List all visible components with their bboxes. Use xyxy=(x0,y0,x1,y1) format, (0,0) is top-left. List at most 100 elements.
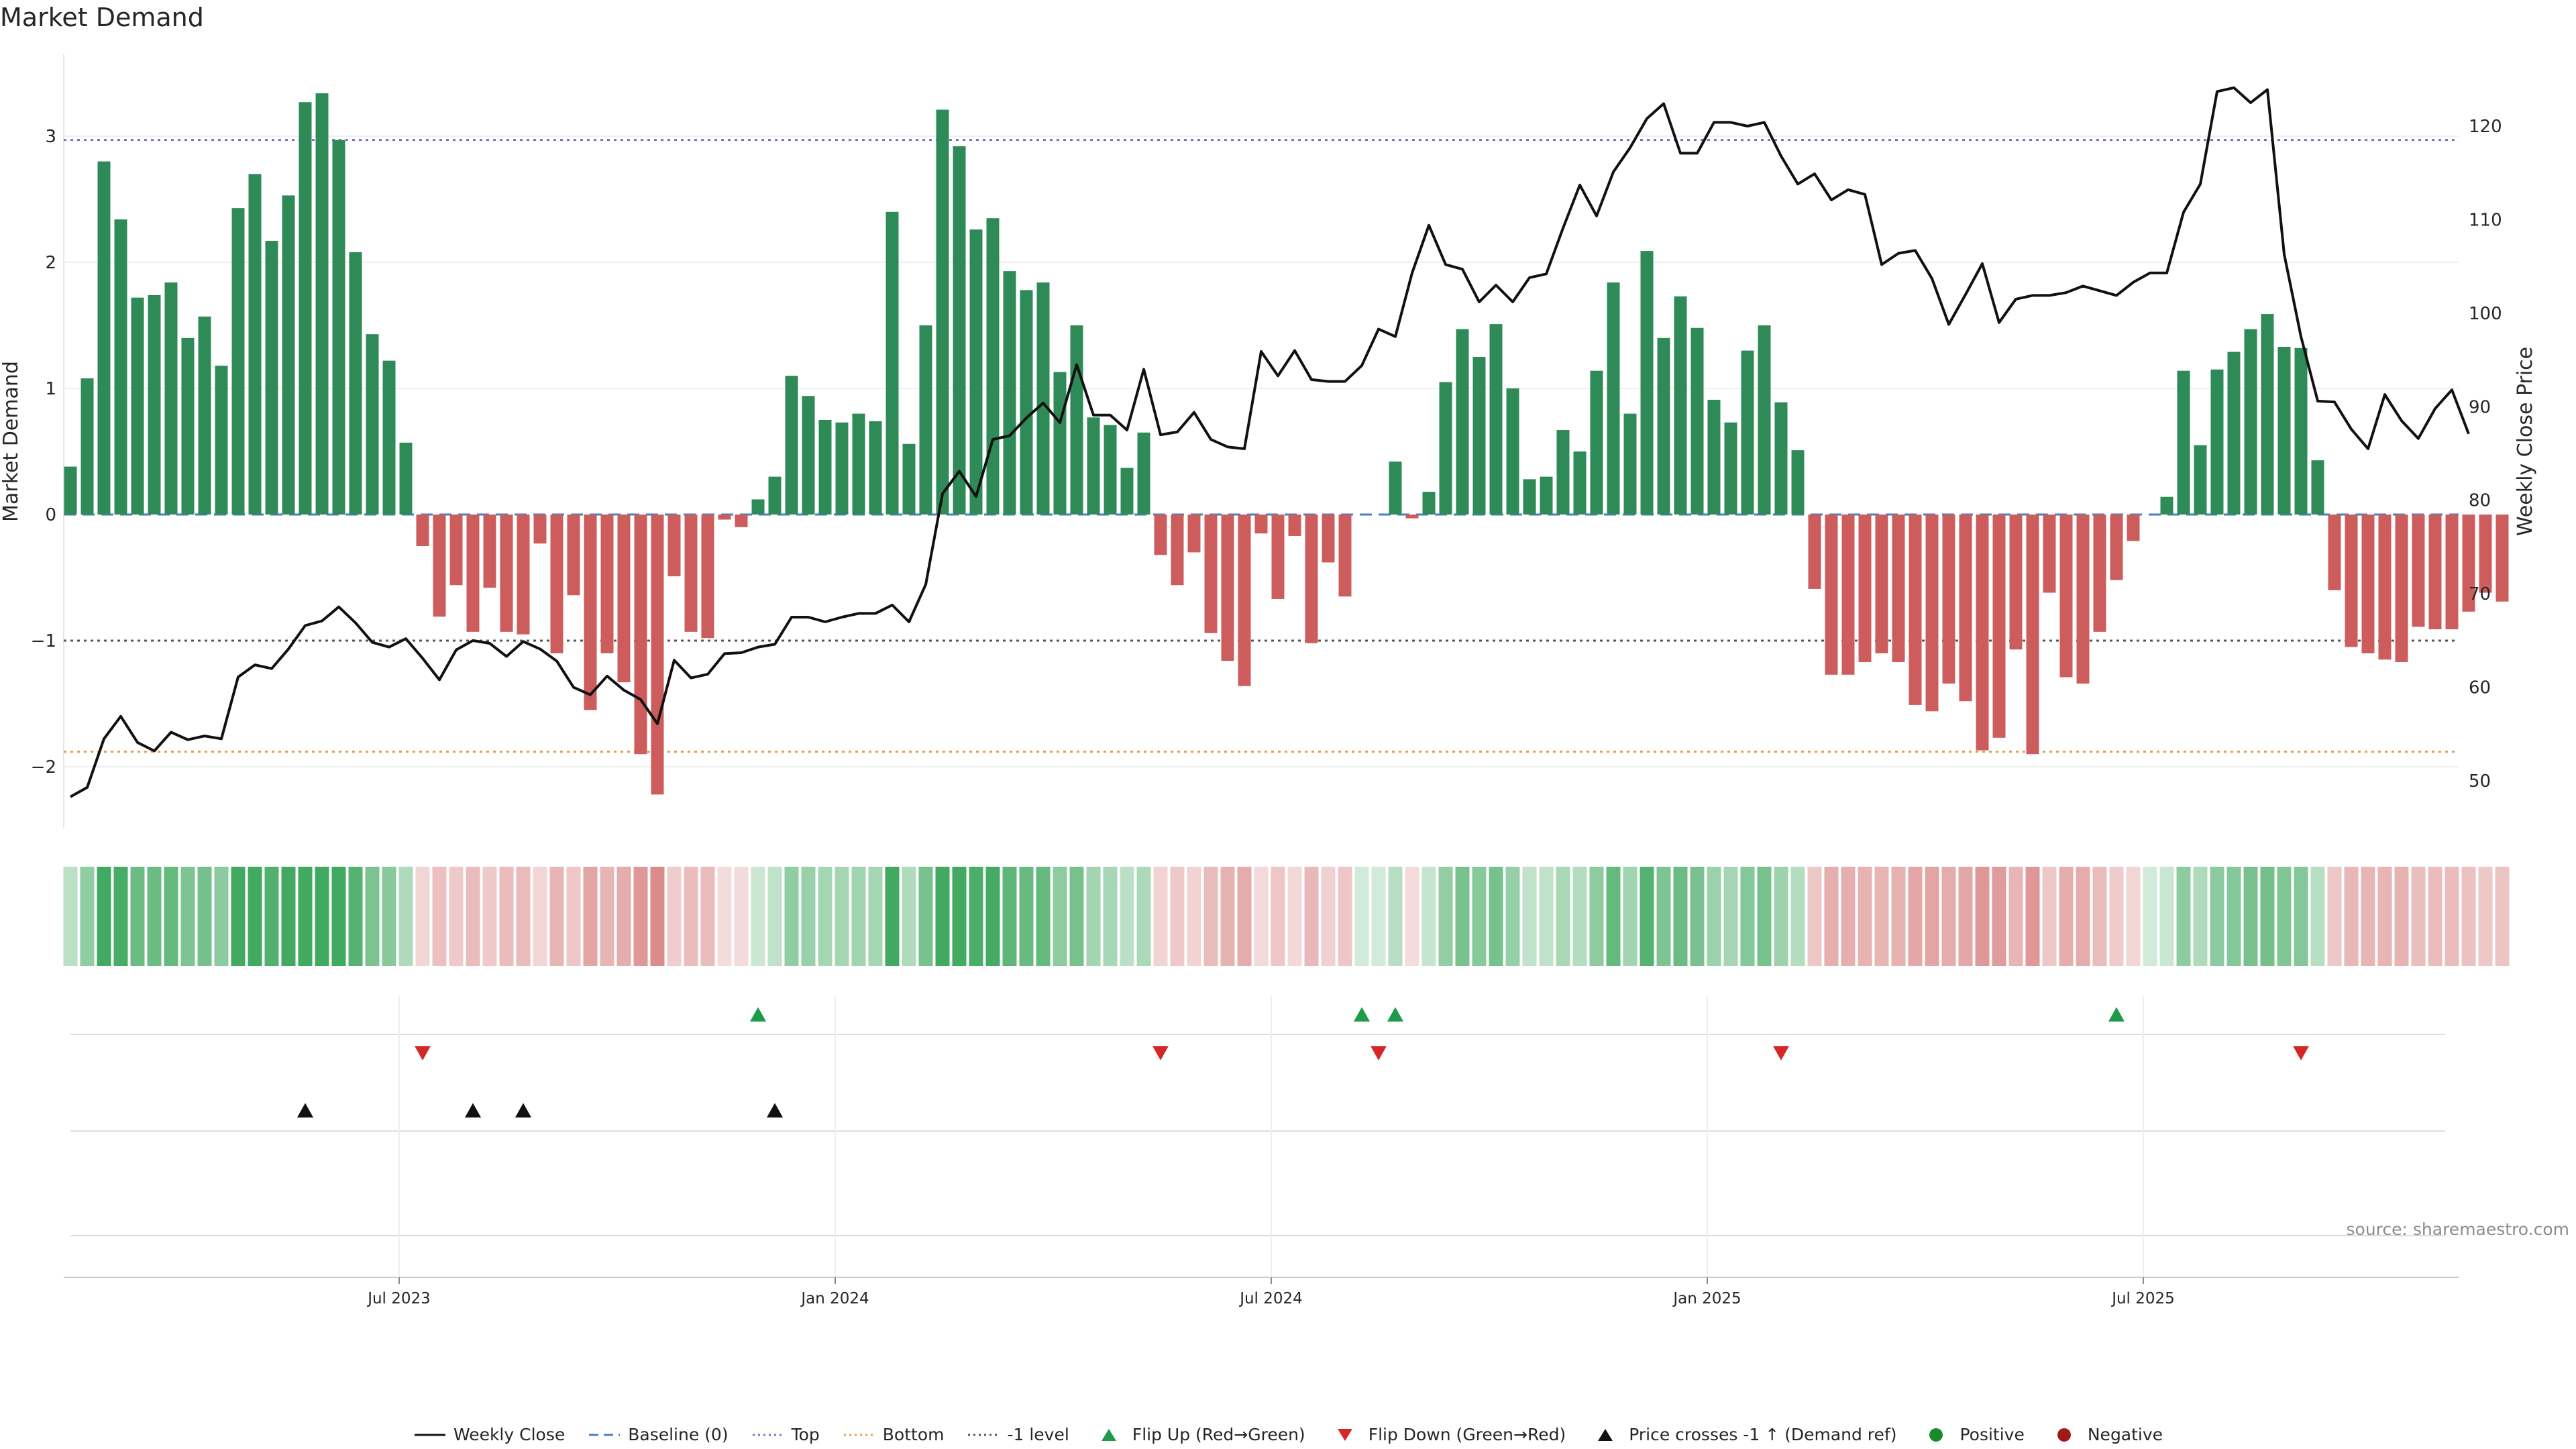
heat-cell xyxy=(1539,867,1554,966)
legend-item-flip-down: Flip Down (Green→Red) xyxy=(1328,1425,1566,1444)
heat-cell xyxy=(684,867,698,966)
bar-negative xyxy=(1808,515,1821,589)
bar-negative xyxy=(1171,515,1184,586)
bar-positive xyxy=(399,442,413,515)
flip-down-icon xyxy=(1337,1428,1352,1441)
heat-cell xyxy=(1254,867,1269,966)
heat-cell xyxy=(398,867,413,966)
bar-negative xyxy=(500,515,513,632)
flip-down-marker xyxy=(1152,1046,1169,1061)
gridlines xyxy=(63,54,2459,828)
bar-negative xyxy=(735,515,748,527)
bar-negative xyxy=(2428,515,2442,630)
heat-cell xyxy=(2260,867,2275,966)
heat-cell xyxy=(113,867,128,966)
bar-negative xyxy=(2110,515,2123,580)
bar-positive xyxy=(198,316,211,515)
price-cross-icon xyxy=(1598,1428,1613,1441)
bar-negative xyxy=(533,515,547,544)
bar-negative xyxy=(1338,515,1352,597)
heat-cell xyxy=(1287,867,1302,966)
bar-positive xyxy=(1036,282,1050,515)
bar-negative xyxy=(483,515,496,588)
bar-positive xyxy=(986,218,1000,515)
legend-item-negative: Negative xyxy=(2047,1425,2163,1444)
y2-tick-label: 50 xyxy=(2469,771,2491,792)
heat-cell xyxy=(1556,867,1570,966)
heat-cell xyxy=(969,867,983,966)
legend-item-weekly-close: Weekly Close xyxy=(413,1425,565,1444)
heat-cell xyxy=(650,867,665,966)
legend-item-baseline: Baseline (0) xyxy=(588,1425,729,1444)
bar-negative xyxy=(1187,515,1201,553)
heat-cell xyxy=(1203,867,1218,966)
bar-positive xyxy=(366,334,379,515)
heat-cell xyxy=(1187,867,1201,966)
bar-positive xyxy=(2261,314,2274,515)
bar-positive xyxy=(919,325,932,515)
heat-cell xyxy=(130,867,145,966)
bar-positive xyxy=(1506,388,1519,515)
heat-cell xyxy=(1489,867,1503,966)
legend-item-bottom: Bottom xyxy=(843,1425,944,1444)
bar-negative xyxy=(567,515,580,596)
heat-cell xyxy=(1941,867,1956,966)
legend-label: Flip Up (Red→Green) xyxy=(1132,1425,1305,1444)
bar-negative xyxy=(1322,515,1335,563)
heat-cell xyxy=(1438,867,1453,966)
legend-label: Baseline (0) xyxy=(628,1425,729,1444)
y2-tick-label: 90 xyxy=(2469,397,2491,417)
legend-label: Weekly Close xyxy=(453,1425,566,1444)
heat-cell xyxy=(1891,867,1906,966)
bar-negative xyxy=(2378,515,2392,660)
bar-positive xyxy=(953,146,966,515)
flip-up-marker xyxy=(750,1007,766,1022)
heat-cell xyxy=(331,867,346,966)
bar-negative xyxy=(2026,515,2039,755)
bar-positive xyxy=(1590,370,1603,515)
bar-negative xyxy=(2496,515,2509,602)
bar-positive xyxy=(869,421,882,515)
bar-positive xyxy=(181,337,195,515)
bar-negative xyxy=(2043,515,2056,593)
bar-negative xyxy=(1925,515,1939,712)
flip-up-icon xyxy=(1101,1428,1116,1441)
heat-cell xyxy=(2042,867,2057,966)
heat-cell xyxy=(1757,867,1772,966)
heat-cell xyxy=(1371,867,1386,966)
heat-cell xyxy=(1220,867,1235,966)
bar-positive xyxy=(1389,462,1402,515)
bar-negative xyxy=(2395,515,2408,662)
bar-negative xyxy=(1405,515,1419,519)
bar-positive xyxy=(2210,369,2224,515)
heat-cell xyxy=(2277,867,2292,966)
bar-positive xyxy=(114,219,127,515)
heat-cell xyxy=(1824,867,1839,966)
heat-cell xyxy=(1271,867,1285,966)
bar-positive xyxy=(1724,422,1737,515)
heat-cell xyxy=(835,867,849,966)
bar-negative xyxy=(2009,515,2023,650)
heat-cell xyxy=(2109,867,2124,966)
heat-cell xyxy=(466,867,480,966)
bar-positive xyxy=(2160,496,2174,515)
bar-positive xyxy=(1489,324,1503,515)
legend-item-top: Top xyxy=(751,1425,820,1444)
x-tick-label: Jan 2024 xyxy=(800,1290,869,1307)
heat-cell xyxy=(985,867,1000,966)
legend-item-minus1: -1 level xyxy=(967,1425,1069,1444)
heat-cell xyxy=(583,867,598,966)
bar-positive xyxy=(1623,413,1637,515)
bar-negative xyxy=(667,515,681,577)
heat-cell xyxy=(616,867,631,966)
reference-lines xyxy=(64,139,2459,753)
y-tick-label: −2 xyxy=(31,757,56,777)
bar-positive xyxy=(802,396,815,515)
legend-label: Negative xyxy=(2087,1425,2163,1444)
bar-positive xyxy=(1540,476,1553,515)
heat-cell xyxy=(315,867,329,966)
bar-positive xyxy=(1674,296,1687,515)
heat-cell xyxy=(1908,867,1923,966)
bar-positive xyxy=(382,360,396,515)
y2-tick-label: 70 xyxy=(2469,584,2491,604)
